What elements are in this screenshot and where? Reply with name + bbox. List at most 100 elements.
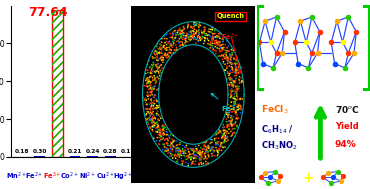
Point xyxy=(161,58,167,61)
Point xyxy=(232,102,238,105)
Point xyxy=(148,99,154,102)
Point xyxy=(180,38,186,41)
Point xyxy=(235,105,241,108)
Point xyxy=(154,55,160,58)
Point xyxy=(229,111,235,114)
Point xyxy=(191,157,196,160)
Point xyxy=(217,55,223,58)
Point xyxy=(164,133,169,136)
Point xyxy=(225,62,231,65)
Point xyxy=(158,50,164,53)
Point xyxy=(186,154,192,157)
Point xyxy=(191,25,197,28)
Point xyxy=(157,57,163,60)
Point xyxy=(210,38,216,41)
Point xyxy=(217,45,223,48)
Point xyxy=(153,98,159,101)
Point xyxy=(230,115,236,118)
Point xyxy=(228,54,234,57)
Point xyxy=(192,163,198,166)
Point xyxy=(175,160,181,163)
Point xyxy=(176,41,182,44)
Point xyxy=(232,99,238,102)
Point xyxy=(157,115,163,118)
Point xyxy=(161,133,167,136)
Point xyxy=(229,101,235,104)
Point xyxy=(190,152,196,155)
Point xyxy=(205,30,211,33)
Point xyxy=(149,115,155,118)
Point xyxy=(172,36,178,40)
Point xyxy=(238,104,243,107)
Point xyxy=(234,94,240,97)
Point xyxy=(152,93,158,96)
Point xyxy=(214,46,220,49)
Point xyxy=(208,142,214,145)
Point xyxy=(224,46,230,49)
Point xyxy=(193,157,199,160)
Point xyxy=(230,97,236,100)
Point xyxy=(228,89,233,92)
Point xyxy=(228,59,234,62)
Point xyxy=(183,161,189,164)
Point xyxy=(183,152,189,155)
Point xyxy=(164,142,169,145)
Point xyxy=(214,36,220,39)
Point xyxy=(181,27,187,30)
Point xyxy=(202,145,208,148)
Point xyxy=(188,34,194,37)
Point xyxy=(152,71,158,74)
Point xyxy=(221,132,227,135)
Point xyxy=(173,150,179,153)
Point xyxy=(220,146,226,149)
Point xyxy=(215,46,221,50)
Point xyxy=(155,124,161,127)
Point xyxy=(208,40,213,43)
Text: 0.18: 0.18 xyxy=(14,149,29,154)
Point xyxy=(149,75,155,78)
Point xyxy=(218,54,224,57)
Point xyxy=(168,48,174,51)
Point xyxy=(185,24,191,27)
Point xyxy=(154,69,160,72)
Point xyxy=(217,54,223,57)
Point xyxy=(193,33,199,36)
Point xyxy=(209,46,215,49)
Point xyxy=(167,32,173,35)
Point xyxy=(225,70,231,73)
Point xyxy=(140,96,146,99)
Point xyxy=(188,30,194,33)
Point xyxy=(185,26,191,29)
Point xyxy=(159,125,165,128)
Point xyxy=(151,104,157,107)
Point xyxy=(233,65,239,68)
Point xyxy=(202,32,208,35)
Point xyxy=(175,158,181,161)
Point xyxy=(199,37,205,40)
Point xyxy=(147,102,152,105)
Point xyxy=(171,42,177,45)
Point xyxy=(211,149,216,152)
Point xyxy=(148,106,154,109)
Point xyxy=(191,23,197,26)
Point xyxy=(177,44,183,47)
Point xyxy=(150,129,156,132)
Point xyxy=(198,37,204,40)
Point xyxy=(170,33,176,36)
Text: 0.30: 0.30 xyxy=(32,149,47,154)
Point xyxy=(154,139,159,142)
Point xyxy=(177,149,183,152)
Point xyxy=(228,105,233,108)
Point xyxy=(202,145,208,148)
Point xyxy=(178,151,184,154)
Point xyxy=(159,41,165,44)
Point xyxy=(144,108,150,111)
Point xyxy=(188,35,194,38)
Point xyxy=(154,121,160,124)
Point xyxy=(153,49,159,52)
Point xyxy=(150,107,156,110)
Point xyxy=(177,28,183,31)
Point xyxy=(204,150,210,153)
Point xyxy=(212,29,218,32)
Point xyxy=(144,77,150,81)
